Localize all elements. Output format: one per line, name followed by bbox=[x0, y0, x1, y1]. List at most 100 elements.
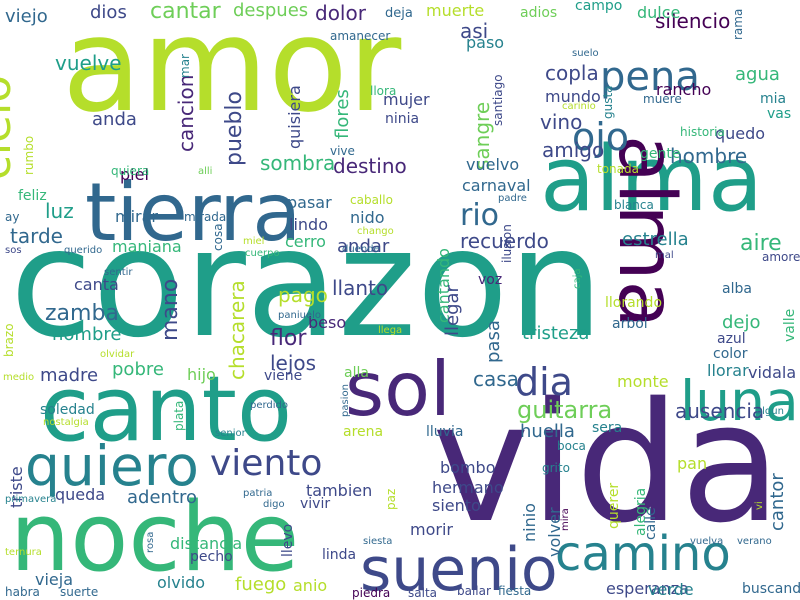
word-mar: mar bbox=[178, 54, 192, 78]
word-boca: boca bbox=[557, 439, 586, 453]
word-soledad: soledad bbox=[40, 402, 95, 418]
word-sera: sera bbox=[592, 420, 622, 436]
word-casa: casa bbox=[473, 367, 519, 391]
word-ausencia: ausencia bbox=[675, 399, 764, 423]
word-nostalgia: nostalgia bbox=[43, 417, 89, 428]
word-ternura: ternura bbox=[5, 547, 42, 558]
word-hijo: hijo bbox=[187, 365, 216, 384]
word-ninia: ninia bbox=[385, 111, 419, 127]
word-rio: rio bbox=[460, 198, 499, 233]
word-tonada: tonada bbox=[597, 162, 639, 176]
word-sangre: sangre bbox=[470, 102, 494, 170]
word-triste: triste bbox=[7, 466, 26, 508]
word-amigo: amigo bbox=[542, 138, 604, 162]
word-nombre: nombre bbox=[52, 324, 121, 345]
word-fiesta: fiesta bbox=[498, 584, 531, 598]
word-lindo: lindo bbox=[289, 215, 328, 234]
word-vino: vino bbox=[540, 110, 582, 134]
word-queda: queda bbox=[55, 485, 105, 504]
word-piedra: piedra bbox=[352, 586, 390, 600]
word-patria: patria bbox=[243, 488, 272, 499]
word-dulce: dulce bbox=[637, 3, 680, 22]
word-quedo: quedo bbox=[715, 124, 765, 143]
word-luna: luna bbox=[680, 369, 799, 433]
word-miel: miel bbox=[243, 236, 264, 247]
word-quisiera: quisiera bbox=[285, 85, 304, 149]
word-vi: vi bbox=[754, 501, 765, 510]
word-llanto: llanto bbox=[332, 276, 388, 300]
word-rancho: rancho bbox=[656, 80, 711, 99]
word-amanecer: amanecer bbox=[330, 29, 390, 43]
word-digo: digo bbox=[263, 499, 285, 510]
word-tristeza: tristeza bbox=[522, 323, 589, 344]
word-morir: morir bbox=[410, 520, 453, 539]
word-amore: amore bbox=[762, 250, 800, 264]
word-algun: algun bbox=[756, 406, 784, 417]
word-cantor: cantor bbox=[767, 473, 788, 531]
word-suerte: suerte bbox=[60, 585, 98, 599]
word-camino: camino bbox=[555, 526, 731, 582]
word-lejos: lejos bbox=[270, 351, 316, 375]
word-voz: voz bbox=[478, 272, 502, 288]
word-despues: despues bbox=[233, 0, 308, 21]
word-tambien: tambien bbox=[306, 481, 372, 500]
word-carinio: carinio bbox=[562, 101, 596, 112]
word-zamba: zamba bbox=[45, 301, 119, 326]
word-rosa: rosa bbox=[145, 532, 156, 553]
word-paz: paz bbox=[384, 489, 398, 510]
word-corazon: corazon bbox=[10, 197, 603, 371]
word-historia: historia bbox=[680, 125, 725, 139]
word-mirar: mirar bbox=[115, 207, 158, 226]
word-siento: siento bbox=[432, 496, 481, 515]
word-guitarra: guitarra bbox=[517, 396, 612, 424]
word-pobre: pobre bbox=[112, 359, 164, 380]
word-esperanza: esperanza bbox=[606, 579, 689, 598]
word-mujer: mujer bbox=[383, 90, 430, 109]
word-pasion: pasion bbox=[340, 384, 351, 417]
word-estrella: estrella bbox=[622, 229, 689, 250]
word-maniana: maniana bbox=[112, 237, 182, 256]
word-rumbo: rumbo bbox=[22, 136, 36, 175]
word-asi: asi bbox=[460, 19, 488, 43]
word-hermano: hermano bbox=[432, 478, 504, 497]
word-agua: agua bbox=[735, 64, 780, 85]
word-alma: alma bbox=[601, 135, 691, 328]
word-monte: monte bbox=[617, 372, 669, 391]
word-ojo: ojo bbox=[572, 115, 629, 159]
word-vida: vida bbox=[432, 367, 781, 559]
word-cerro: cerro bbox=[285, 232, 326, 251]
word-canto: canto bbox=[40, 357, 292, 462]
word-caballo: caballo bbox=[350, 193, 393, 207]
word-piel: piel bbox=[120, 165, 149, 184]
word-pena: pena bbox=[600, 54, 700, 100]
word-chacarera: chacarera bbox=[225, 280, 249, 380]
word-tierra: tierra bbox=[85, 166, 301, 259]
word-adentro: adentro bbox=[127, 487, 197, 508]
word-alla: alla bbox=[344, 365, 369, 381]
word-vivir: vivir bbox=[300, 496, 330, 512]
word-olvidar: olvidar bbox=[100, 349, 135, 360]
word-vieja: vieja bbox=[35, 570, 73, 589]
word-salta: salta bbox=[408, 586, 437, 600]
word-dolor: dolor bbox=[315, 1, 367, 25]
word-vidala: vidala bbox=[748, 363, 796, 382]
word-cuerpo: cuerpo bbox=[245, 248, 280, 259]
word-rama: rama bbox=[731, 9, 745, 40]
word-madre: madre bbox=[40, 365, 98, 386]
word-amor: amor bbox=[62, 0, 402, 141]
word-llevo: llevo bbox=[280, 524, 296, 557]
word-primavera: primavera bbox=[5, 494, 56, 505]
word-habra: habra bbox=[5, 585, 40, 599]
word-cosa: cosa bbox=[211, 223, 225, 251]
word-mano: mano bbox=[158, 279, 183, 341]
word-flores: flores bbox=[332, 89, 353, 139]
word-andar: andar bbox=[337, 236, 390, 257]
word-sos: sos bbox=[5, 245, 22, 256]
word-vuelvo: vuelvo bbox=[466, 155, 519, 174]
word-vuelva: vuelva bbox=[690, 536, 723, 547]
word-paso: paso bbox=[466, 33, 504, 52]
word-hombre: hombre bbox=[670, 144, 747, 168]
word-vive: vive bbox=[330, 144, 355, 158]
word-buscando: buscando bbox=[742, 581, 800, 597]
word-deja: deja bbox=[385, 6, 413, 21]
